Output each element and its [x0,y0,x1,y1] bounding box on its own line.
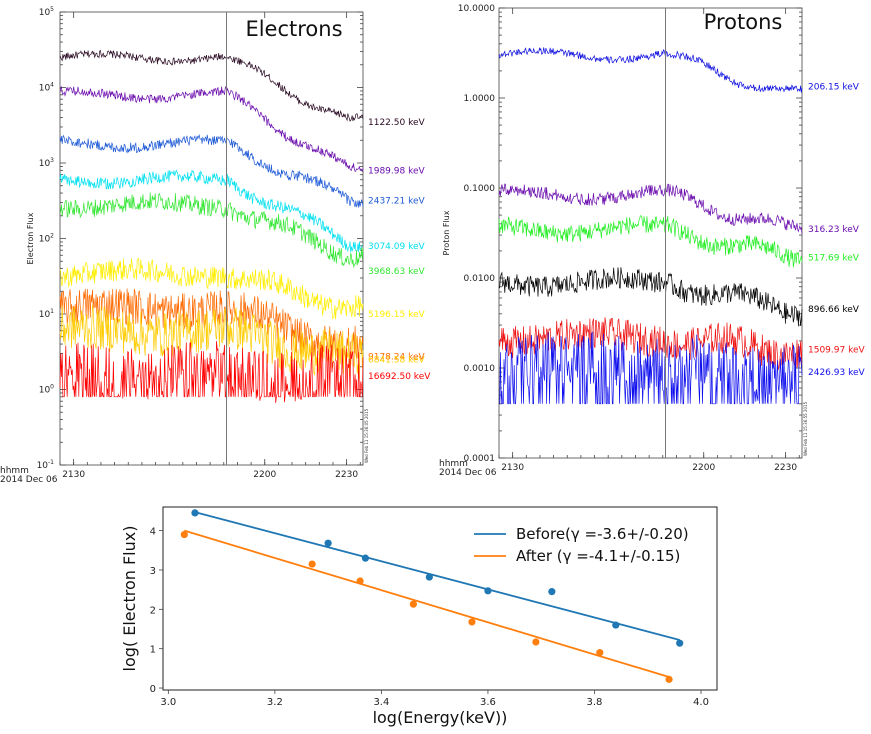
y-tick-label: 2 [150,605,156,616]
data-point-before [484,587,492,595]
series-label-1122-50-kev: 1122.50 keV [368,118,426,128]
y-tick-label: 103 [39,157,54,169]
data-point-after [665,675,673,683]
data-point-after [180,530,188,539]
series-line-2426-93-kev [499,331,803,405]
y-tick-label: 0.1000 [464,184,496,194]
series-line-16692-50-kev [59,340,364,404]
series-label-9178-24-kev: 9178.24 keV [368,352,426,362]
y-axis-label: Proton Flux [442,210,451,255]
series-line-1989-98-kev [59,85,364,172]
y-tick-label: 105 [39,6,54,18]
data-point-before [361,554,370,562]
time-axis-label: hhmm [0,466,29,476]
series-line-6841-58-kev [59,304,364,380]
series-label-5196-15-kev: 5196.15 keV [368,310,426,320]
data-point-before [548,588,556,596]
data-point-before [324,539,332,547]
series-label-3074-09-kev: 3074.09 keV [368,242,426,252]
x-tick-label: 2200 [692,463,715,473]
panel-title: Protons [704,10,783,34]
y-tick-label: 0.0100 [464,274,496,284]
series-line-2437-21-kev [59,134,364,208]
electron-flux-panel: 10-1 100 101 102 103 104 105 2130 2200 2230 hhmm20… [0,6,431,485]
data-point-after [308,560,316,568]
x-tick-label: 3.8 [587,697,603,708]
series-label-2426-93-kev: 2426.93 keV [808,368,866,378]
y-axis-label: Electron Flux [26,212,35,264]
fit-line-before [194,511,680,641]
y-tick-label: 0.0001 [464,454,496,464]
timestamp-stamp: Wed Feb 11 15:36:55 2015 [803,401,808,456]
series-line-5196-15-kev [59,257,364,320]
date-label: 2014 Dec 06 [0,475,58,485]
series-line-3074-09-kev [59,169,364,253]
series-label-2437-21-kev: 2437.21 keV [368,196,426,206]
data-point-before [191,509,199,517]
legend-entry-before: Before(γ =-3.6+/-0.20) [516,525,689,543]
series-line-517-69-kev [498,215,803,268]
series-label-16692-50-kev: 16692.50 keV [368,372,431,382]
x-tick-label: 2130 [62,470,85,480]
timestamp-stamp: Wed Feb 11 15:36:05 2015 [364,408,369,463]
x-tick-label: 3.4 [373,697,389,708]
data-point-after [409,600,417,608]
y-tick-label: 3 [150,566,156,577]
data-point-before [612,621,620,629]
x-tick-label: 3.2 [267,697,283,708]
series-label-896-66-kev: 896.66 keV [808,305,860,315]
data-point-after [596,649,604,657]
x-tick-label: 3.0 [160,697,176,708]
x-tick-label: 2230 [774,463,797,473]
series-line-206-15-kev [498,47,803,93]
x-tick-label: 3.6 [480,697,496,708]
energy-spectrum-panel: 3.0 3.2 3.4 3.6 3.8 4.0 0 1 2 3 4 log(Energy(keV)) l… [120,506,718,727]
y-tick-label: 104 [39,82,54,94]
date-label: 2014 Dec 06 [439,468,497,478]
data-point-after [468,618,476,626]
series-label-3968-63-kev: 3968.63 keV [368,267,426,277]
y-tick-label: 1.0000 [464,94,496,104]
panel-title: Electrons [245,17,342,41]
series-label-1509-97-kev: 1509.97 keV [808,346,866,356]
x-tick-label: 2200 [253,470,276,480]
series-line-896-66-kev [499,267,803,327]
y-tick-label: 100 [39,384,54,396]
fit-line-after [184,529,670,678]
y-axis-label: log( Electron Flux) [120,526,139,672]
data-point-after [356,577,364,585]
series-line-316-23-kev [498,183,803,235]
x-tick-label: 4.0 [693,697,709,708]
y-tick-label: 0 [150,684,156,695]
series-label-517-69-kev: 517.69 keV [808,253,860,263]
proton-flux-panel: 0.0001 0.0010 0.0100 0.1000 1.0000 10.0000 213… [439,4,866,478]
series-label-1989-98-kev: 1989.98 keV [368,166,426,176]
data-point-after [532,638,540,646]
data-point-before [676,639,684,647]
data-point-before [425,573,433,581]
plot-frame [162,506,718,691]
y-tick-label: 101 [39,308,54,320]
series-line-1509-97-kev [498,317,803,370]
x-tick-label: 2230 [335,470,358,480]
time-axis-label: hhmm [439,459,468,469]
legend-entry-after: After (γ =-4.1+/-0.15) [516,547,680,565]
y-tick-label: 0.0010 [464,364,496,374]
y-tick-label: 4 [150,527,156,538]
series-line-3968-63-kev [59,192,364,268]
y-tick-label: 10-1 [37,459,55,471]
series-label-6841-58-kev: 6841.58 keV [368,355,426,365]
y-tick-label: 1 [150,645,156,656]
series-label-316-23-kev: 316.23 keV [808,225,860,235]
series-line-1122-50-kev [59,49,364,122]
x-axis-label: log(Energy(keV)) [373,708,508,727]
series-label-206-15-kev: 206.15 keV [808,82,860,92]
x-tick-label: 2130 [501,463,524,473]
y-tick-label: 102 [39,233,54,245]
y-tick-label: 10.0000 [458,4,495,14]
